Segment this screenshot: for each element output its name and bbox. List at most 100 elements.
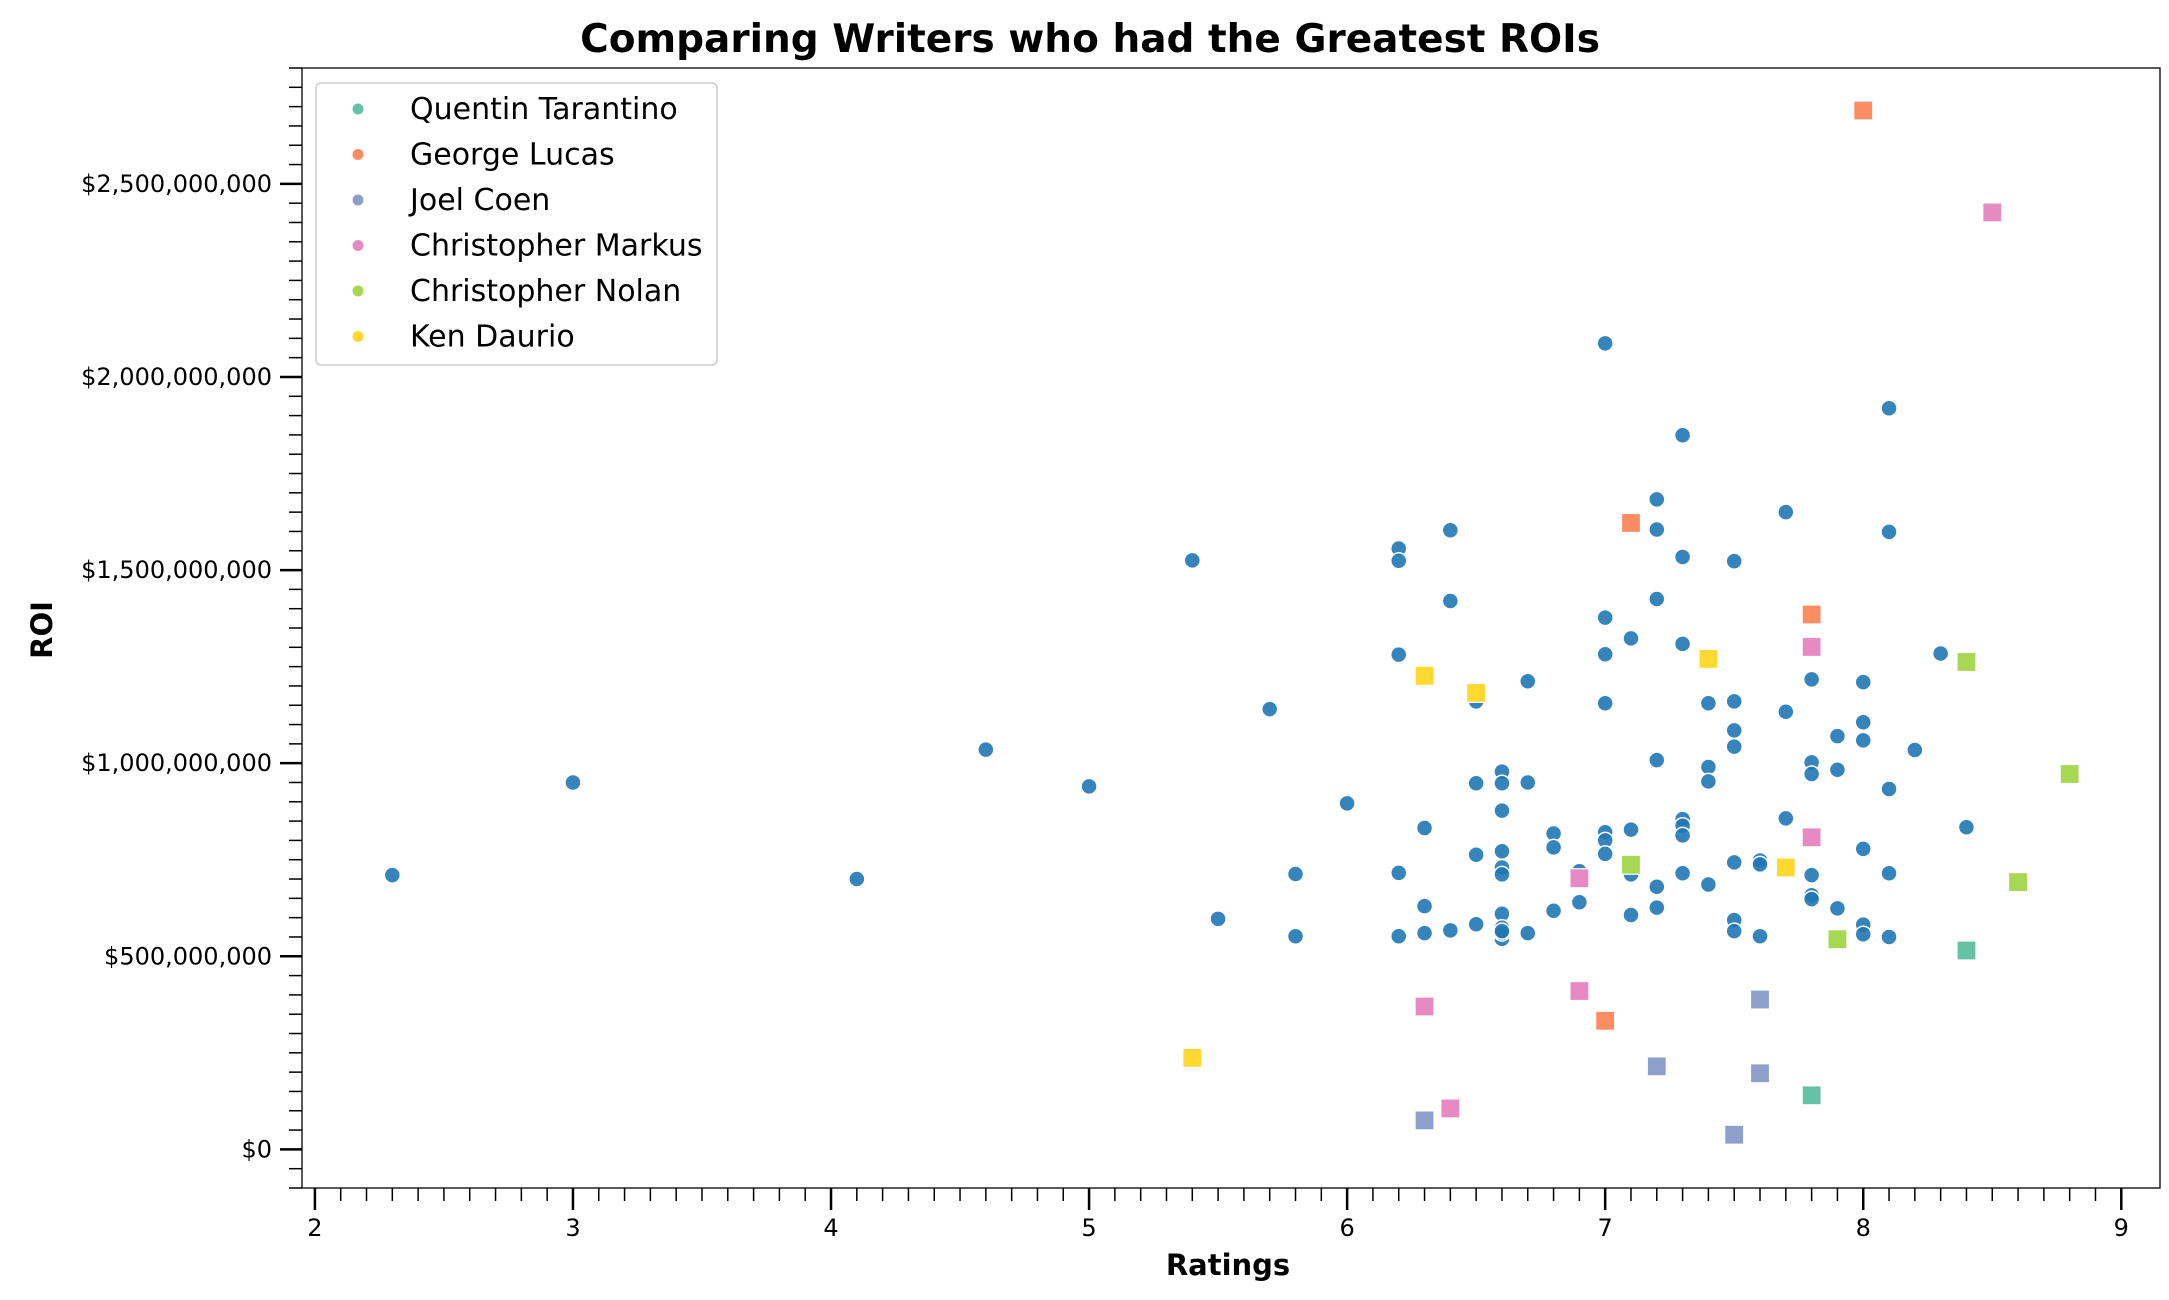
series-point — [1414, 665, 1435, 686]
data-point — [1828, 760, 1847, 779]
data-point — [1880, 523, 1898, 541]
data-point — [1467, 915, 1485, 933]
data-point — [1777, 503, 1795, 521]
data-point — [1699, 694, 1718, 713]
data-point — [1802, 866, 1821, 884]
series-points — [1182, 100, 2080, 1145]
data-point — [1648, 490, 1666, 509]
x-tick-label: 4 — [823, 1214, 838, 1242]
series-point — [1956, 651, 1977, 673]
data-point — [1338, 794, 1356, 813]
series-point — [1801, 827, 1822, 848]
x-tick-label: 8 — [1856, 1214, 1871, 1242]
data-point — [1906, 741, 1924, 759]
x-tick-label: 9 — [2114, 1214, 2129, 1242]
data-point — [1286, 865, 1305, 883]
y-axis: $0 $500,000,000 $1,000,000,000 $1,500,000,0… — [81, 67, 302, 1189]
data-point — [1854, 713, 1872, 731]
data-point — [1596, 334, 1614, 353]
data-point — [1519, 924, 1537, 942]
data-point — [1673, 635, 1692, 653]
series-point — [1801, 636, 1822, 658]
x-tick-label: 5 — [1081, 1214, 1096, 1242]
data-point — [1854, 925, 1872, 944]
data-point — [1699, 875, 1718, 894]
data-point — [1854, 731, 1872, 750]
data-point — [1648, 751, 1666, 769]
legend-label: Christopher Markus — [410, 229, 702, 264]
data-point — [977, 740, 995, 759]
series-point — [1620, 854, 1642, 875]
data-point — [1673, 826, 1692, 845]
data-point — [564, 773, 582, 792]
series-point — [1749, 989, 1771, 1010]
data-point — [1467, 774, 1485, 793]
series-point — [1698, 648, 1719, 669]
x-axis: 2 3 4 5 6 7 8 9 — [307, 1188, 2129, 1242]
data-point — [1854, 673, 1872, 691]
series-point — [1466, 682, 1487, 703]
y-tick-label: $1,500,000,000 — [81, 556, 272, 584]
series-point — [1182, 1047, 1203, 1068]
data-point — [1648, 520, 1666, 539]
x-tick-label: 6 — [1339, 1214, 1354, 1242]
series-point — [1569, 868, 1590, 889]
data-point — [1725, 853, 1743, 872]
data-point — [1880, 399, 1898, 417]
legend-label: George Lucas — [410, 138, 615, 173]
data-point — [1519, 672, 1537, 691]
series-point — [1775, 857, 1796, 878]
data-point — [1777, 809, 1795, 828]
data-point — [1415, 897, 1434, 915]
series-point — [1956, 940, 1977, 961]
chart-title: Comparing Writers who had the Greatest R… — [580, 17, 1600, 62]
legend-label: Christopher Nolan — [410, 274, 681, 309]
data-point — [1880, 864, 1898, 882]
data-point — [1467, 845, 1485, 864]
series-point — [1440, 1098, 1461, 1119]
data-point — [1286, 927, 1305, 945]
legend-marker — [352, 194, 364, 206]
data-point — [1854, 840, 1872, 858]
series-point — [1801, 604, 1822, 625]
x-tick-label: 3 — [565, 1214, 580, 1242]
data-point — [383, 866, 402, 884]
y-tick-label: $2,500,000,000 — [81, 170, 272, 198]
series-point — [2007, 872, 2029, 893]
series-point — [1827, 929, 1848, 950]
data-point — [1880, 928, 1898, 946]
data-point — [1596, 645, 1614, 664]
series-point — [1414, 1110, 1435, 1131]
data-point — [1493, 865, 1511, 884]
data-point — [1802, 890, 1821, 908]
series-point — [2059, 763, 2080, 785]
series-point — [1853, 100, 1874, 121]
legend-marker — [352, 331, 364, 342]
series-point — [1724, 1124, 1745, 1145]
data-point — [1080, 777, 1098, 796]
data-point — [1622, 820, 1640, 839]
x-tick-label: 2 — [307, 1214, 322, 1242]
data-point — [1622, 629, 1640, 648]
data-point — [1415, 819, 1434, 837]
data-point — [1622, 906, 1640, 924]
data-point — [1777, 703, 1795, 721]
data-point — [1493, 922, 1511, 940]
series-point — [1982, 202, 2003, 223]
series-point — [1749, 1063, 1771, 1084]
data-point — [1493, 842, 1511, 860]
data-point — [1415, 924, 1434, 942]
data-point — [1493, 801, 1511, 820]
data-point — [1441, 921, 1460, 940]
data-point — [1802, 670, 1821, 689]
series-point — [1801, 1085, 1822, 1106]
series-point — [1646, 1056, 1667, 1077]
data-point — [1828, 899, 1847, 918]
data-point — [1673, 548, 1692, 566]
data-point — [1725, 922, 1743, 940]
data-point — [1441, 521, 1460, 540]
data-point — [1441, 592, 1460, 610]
series-point — [1569, 980, 1590, 1002]
legend-marker — [352, 103, 364, 115]
